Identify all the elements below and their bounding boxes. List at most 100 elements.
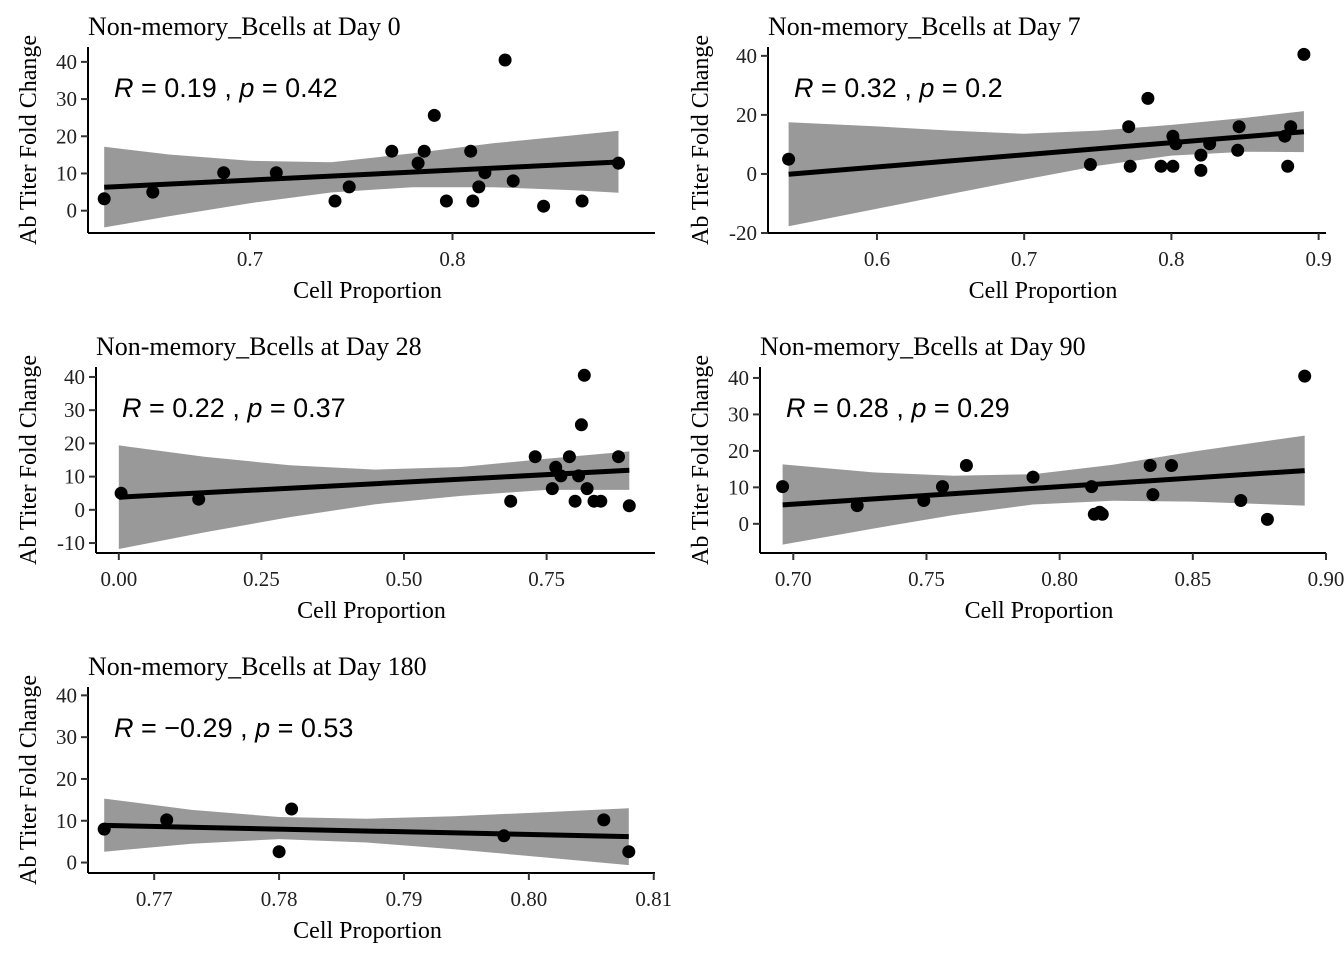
y-tick-label: 0 <box>739 512 750 536</box>
x-tick-label: 0.75 <box>528 567 565 591</box>
data-point <box>1085 480 1099 494</box>
x-tick-label: 0.6 <box>864 247 890 271</box>
x-axis-label: Cell Proportion <box>969 278 1118 304</box>
data-point <box>1194 148 1208 162</box>
data-point <box>1083 158 1097 171</box>
y-tick-label: 40 <box>64 365 85 389</box>
data-point <box>1165 459 1178 472</box>
data-point <box>385 144 399 158</box>
y-tick-label: -20 <box>729 221 757 245</box>
y-tick-label: 20 <box>64 431 85 455</box>
data-point <box>1284 120 1298 134</box>
x-tick-label: 0.9 <box>1306 247 1332 271</box>
data-point <box>146 185 160 199</box>
data-point <box>466 194 480 208</box>
panel-day-0: Non-memory_Bcells at Day 0 0 10 20 30 40 0.7 0… <box>16 12 655 304</box>
x-tick-label: 0.7 <box>237 247 263 271</box>
y-tick-label: 10 <box>64 465 85 489</box>
data-point <box>411 156 425 170</box>
data-point <box>568 494 582 508</box>
data-point <box>1203 137 1217 151</box>
y-tick-label: 40 <box>56 50 77 74</box>
x-tick-label: 0.80 <box>510 887 547 911</box>
data-point <box>439 194 453 208</box>
x-tick-label: 0.25 <box>243 567 280 591</box>
data-point <box>612 450 625 464</box>
data-point <box>1297 47 1311 61</box>
y-tick-label: 20 <box>728 439 749 463</box>
data-point <box>1154 159 1168 173</box>
x-tick-label: 0.85 <box>1174 567 1211 591</box>
regression-line <box>782 468 1305 508</box>
correlation-annotation: R = 0.28 , p = 0.29 <box>786 393 1010 423</box>
data-point <box>1278 129 1292 143</box>
data-point <box>464 144 478 158</box>
data-point <box>114 486 128 500</box>
data-point <box>217 166 231 180</box>
data-point <box>1234 494 1248 507</box>
data-point <box>1141 91 1155 105</box>
y-axis-label: Ab Titer Fold Change <box>16 35 42 245</box>
data-point <box>1143 459 1157 472</box>
data-point <box>272 845 286 859</box>
y-axis-label: Ab Titer Fold Change <box>16 675 42 885</box>
data-point <box>562 450 576 464</box>
data-point <box>850 499 864 513</box>
data-point <box>1194 163 1208 177</box>
x-tick-label: 0.79 <box>386 887 423 911</box>
data-point <box>1298 369 1312 383</box>
data-point <box>594 494 608 508</box>
regression-line <box>104 159 619 190</box>
data-point <box>917 494 931 507</box>
x-tick-label: 0.80 <box>1041 567 1078 591</box>
data-point <box>97 822 111 836</box>
data-point <box>622 845 636 859</box>
panel-title: Non-memory_Bcells at Day 180 <box>88 652 427 681</box>
data-point <box>328 194 342 208</box>
regression-line <box>788 129 1305 177</box>
panel-day-180: Non-memory_Bcells at Day 180 0 10 20 30 40 0.… <box>16 652 672 944</box>
data-point <box>1123 159 1137 173</box>
data-point <box>1146 488 1160 502</box>
y-tick-label: 20 <box>56 767 77 791</box>
y-tick-label: 0 <box>67 199 78 223</box>
x-tick-label: 0.77 <box>136 887 173 911</box>
data-point <box>472 180 486 194</box>
panel-title: Non-memory_Bcells at Day 0 <box>88 12 401 41</box>
data-point <box>1122 120 1136 134</box>
y-tick-label: 30 <box>56 87 77 111</box>
confidence-band <box>104 130 619 228</box>
data-point <box>537 199 551 213</box>
data-point <box>342 180 356 194</box>
y-tick-label: 0 <box>747 162 758 186</box>
data-point <box>959 459 973 472</box>
panel-title: Non-memory_Bcells at Day 28 <box>96 332 422 361</box>
panel-title: Non-memory_Bcells at Day 90 <box>760 332 1086 361</box>
y-tick-label: 30 <box>56 725 77 749</box>
x-tick-label: 0.50 <box>386 567 423 591</box>
x-axis-label: Cell Proportion <box>293 918 442 944</box>
confidence-band <box>118 445 630 549</box>
data-point <box>97 192 111 206</box>
y-tick-label: 20 <box>736 103 757 127</box>
data-point <box>575 194 589 208</box>
correlation-annotation: R = 0.22 , p = 0.37 <box>122 393 346 423</box>
data-point <box>506 174 520 188</box>
x-tick-label: 0.7 <box>1011 247 1037 271</box>
x-tick-label: 0.00 <box>100 567 137 591</box>
y-tick-label: 10 <box>728 475 749 499</box>
data-point <box>1260 512 1274 526</box>
y-tick-label: 10 <box>56 809 77 833</box>
data-point <box>622 499 636 513</box>
regression-line <box>118 467 630 500</box>
data-point <box>417 144 431 158</box>
data-point <box>572 469 586 483</box>
x-axis-label: Cell Proportion <box>293 278 442 304</box>
correlation-annotation: R = −0.29 , p = 0.53 <box>114 713 353 743</box>
x-tick-label: 0.81 <box>635 887 672 911</box>
data-point <box>528 450 542 464</box>
panel-title: Non-memory_Bcells at Day 7 <box>768 12 1081 41</box>
panel-day-7: Non-memory_Bcells at Day 7 -20 0 20 40 0.6 0.… <box>688 12 1332 304</box>
x-tick-label: 0.75 <box>908 567 945 591</box>
